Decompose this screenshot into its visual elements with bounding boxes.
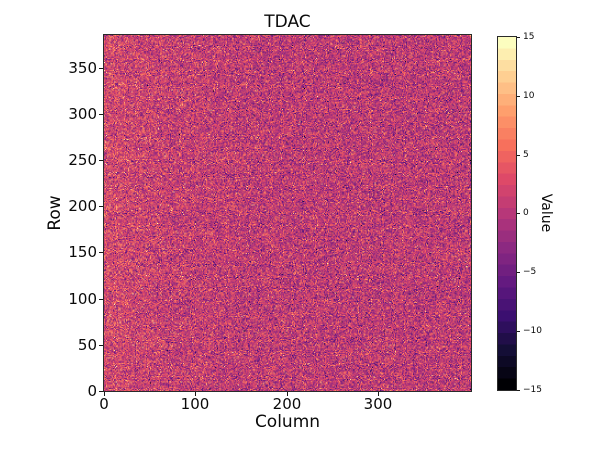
x-tick-mark	[378, 392, 379, 396]
y-tick-label: 350	[68, 59, 97, 77]
chart-title: TDAC	[264, 12, 311, 32]
colorbar-tick-label: −15	[523, 385, 542, 395]
y-tick-mark	[99, 345, 103, 346]
x-tick-label: 0	[99, 395, 109, 413]
colorbar-tick-mark	[517, 96, 520, 97]
x-tick-label: 200	[272, 395, 302, 413]
colorbar-tick-label: 0	[523, 208, 529, 218]
x-tick-mark	[104, 392, 105, 396]
x-tick-label: 100	[180, 395, 210, 413]
colorbar-tick-mark	[517, 331, 520, 332]
colorbar-label: Value	[538, 193, 554, 233]
heatmap-canvas	[104, 35, 471, 391]
y-tick-label: 200	[68, 197, 97, 215]
y-tick-label: 50	[77, 336, 97, 354]
colorbar-canvas	[498, 37, 516, 390]
x-tick-mark	[287, 392, 288, 396]
y-tick-label: 300	[68, 105, 97, 123]
x-axis-label: Column	[254, 412, 321, 432]
colorbar-tick-mark	[517, 272, 520, 273]
y-tick-mark	[99, 114, 103, 115]
y-tick-mark	[99, 206, 103, 207]
y-tick-label: 150	[68, 243, 97, 261]
heatmap-plot-area	[103, 34, 472, 392]
colorbar-tick-mark	[517, 155, 520, 156]
y-axis-label: Row	[45, 195, 65, 231]
colorbar	[497, 36, 517, 391]
y-tick-mark	[99, 252, 103, 253]
colorbar-tick-label: −5	[523, 267, 537, 277]
y-tick-mark	[99, 299, 103, 300]
y-tick-label: 100	[68, 290, 97, 308]
colorbar-tick-label: 15	[523, 32, 535, 42]
colorbar-tick-label: −10	[523, 326, 542, 336]
y-tick-mark	[99, 68, 103, 69]
y-tick-mark	[99, 391, 103, 392]
colorbar-tick-mark	[517, 390, 520, 391]
y-tick-label: 0	[87, 382, 97, 400]
y-tick-mark	[99, 160, 103, 161]
colorbar-tick-mark	[517, 37, 520, 38]
x-tick-label: 300	[363, 395, 393, 413]
colorbar-tick-mark	[517, 213, 520, 214]
y-tick-label: 250	[68, 151, 97, 169]
colorbar-tick-label: 5	[523, 150, 529, 160]
colorbar-tick-label: 10	[523, 91, 535, 101]
x-tick-mark	[195, 392, 196, 396]
